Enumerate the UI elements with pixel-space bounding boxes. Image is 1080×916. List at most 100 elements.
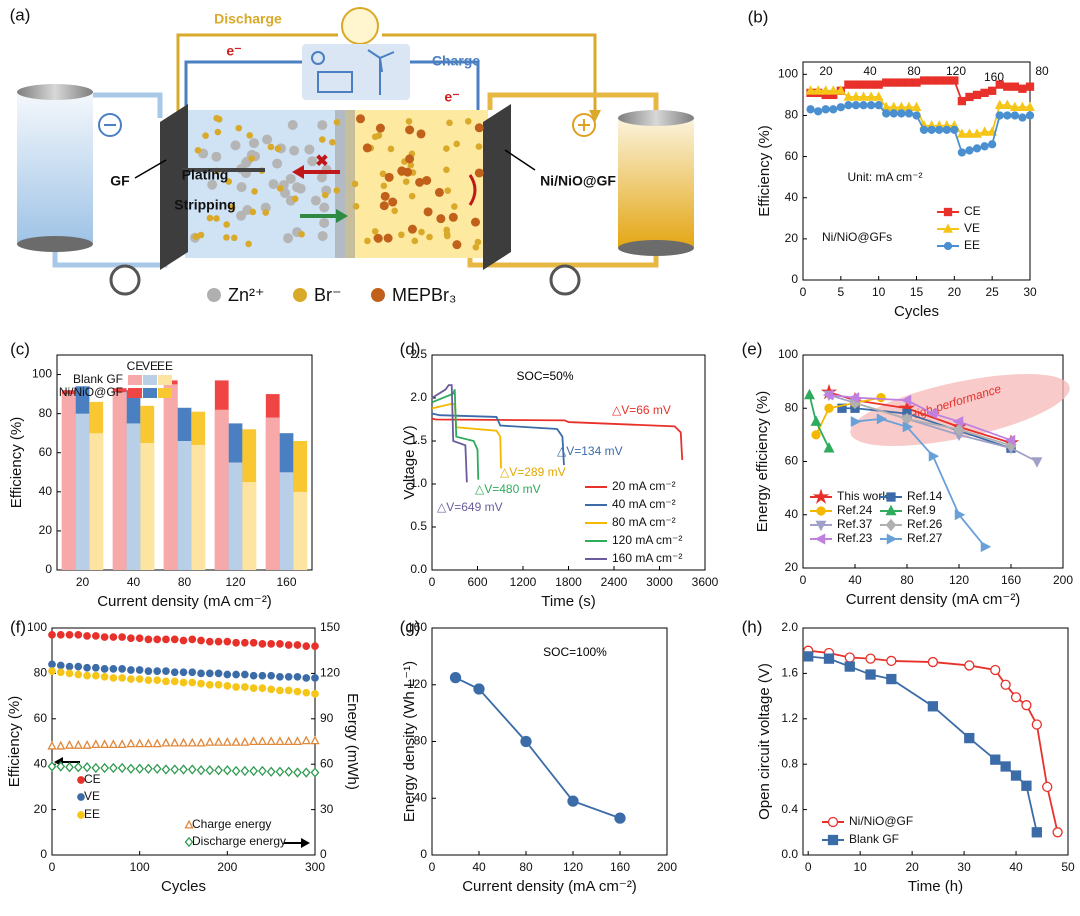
axis-arrow [301,838,310,848]
marker [919,76,929,85]
annotation: 120 [946,64,966,78]
marker [873,91,884,101]
marker [964,660,975,671]
sun-icon [311,51,325,65]
series-line [854,402,1012,447]
marker [311,674,319,682]
series-line [808,394,830,449]
br-particle [274,145,282,152]
mepbr-particle [423,207,433,217]
br-particle [411,237,419,245]
marker [187,764,197,775]
marker [222,765,232,776]
marker [135,675,144,683]
marker [91,632,100,640]
y-tick-label: 0 [420,847,427,861]
br-particle [444,187,452,194]
y-tick-label: 40 [785,507,799,521]
marker [1031,827,1042,838]
legend-label: Ref.26 [907,517,943,531]
marker [258,765,267,777]
marker [266,766,276,777]
marker [851,101,861,110]
x-tick-label: 15 [910,285,924,299]
plot-frame [431,627,668,856]
discharge-label: Discharge [214,11,282,27]
mepbr-particle [448,212,458,222]
br-particle [472,243,480,251]
marker [47,740,57,750]
marker [275,736,285,746]
y-tick-label: 0 [40,847,47,861]
arrow [468,174,477,206]
marker [990,754,1001,765]
marker [820,85,831,95]
marker [74,670,83,679]
marker [912,78,921,87]
y-axis-label: Voltage (V) [401,425,418,499]
marker [301,767,311,778]
marker [865,653,876,664]
zn-particle [307,156,318,167]
marker [886,673,897,685]
marker [83,632,91,640]
marker [214,669,223,678]
marker [1025,101,1035,112]
legend-marker [812,488,830,504]
annotation: 80 [907,64,921,78]
marker [1018,113,1027,122]
plot-frame [802,627,1069,856]
marker [876,413,888,425]
br-particle [451,203,458,210]
marker [302,642,311,651]
blocked-icon: ✖ [315,153,328,170]
br-particle [215,115,223,123]
y-tick-label: 1.0 [410,476,427,490]
marker [990,664,1001,676]
legend-label: VE [84,789,100,803]
x-tick-label: 3000 [646,575,673,589]
marker [1018,84,1027,93]
legend-label: Zn²⁺ [228,285,265,305]
y-tick-label: 0 [45,562,52,576]
br-particle [443,226,450,234]
x-tick-label: 200 [1053,573,1073,587]
marker [804,388,815,400]
legend-label: Discharge energy [192,834,286,848]
legend-swatch [143,375,157,385]
marker [1025,82,1035,91]
x-tick-label: 5 [837,285,844,299]
br-particle [464,117,472,125]
marker [919,125,929,135]
zn-particle [236,182,247,193]
series-line [431,412,565,466]
annotation: 20 [819,64,833,78]
br-particle [402,178,410,185]
marker [1010,82,1020,91]
marker [205,737,215,746]
zn-particle [310,195,321,206]
marker [197,669,205,678]
marker [196,765,206,776]
zn-particle [262,134,273,145]
marker [927,656,939,668]
br-particle [291,195,299,203]
marker [170,677,179,686]
marker [276,672,284,681]
marker [240,765,250,777]
y-tick-label: 40 [34,756,48,770]
br-particle [426,233,433,241]
marker [1003,111,1012,120]
marker [1031,457,1043,468]
mepbr-particle [407,224,417,234]
marker [953,423,965,436]
marker [851,91,861,101]
marker [118,674,126,682]
charge-wire [410,60,480,120]
marker [805,85,816,95]
marker [1000,679,1011,690]
marker [942,125,951,135]
bar [228,462,243,570]
bar [214,409,229,570]
